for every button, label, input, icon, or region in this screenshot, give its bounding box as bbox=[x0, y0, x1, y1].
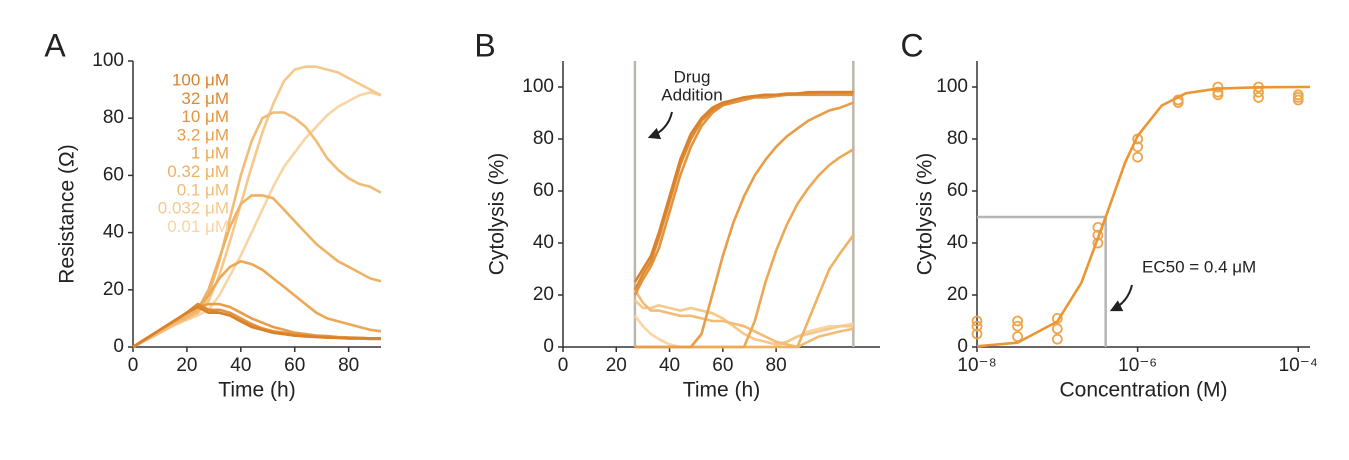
x-tick-label: 20 bbox=[606, 355, 627, 376]
series-line bbox=[132, 259, 382, 349]
y-tick-label: 20 bbox=[533, 284, 554, 305]
y-tick-label: 40 bbox=[533, 232, 554, 253]
data-point bbox=[1212, 81, 1224, 93]
y-tick-label: 20 bbox=[947, 284, 968, 305]
y-tick-label: 100 bbox=[936, 76, 968, 97]
data-point bbox=[1051, 323, 1063, 335]
y-axis-label: Cytolysis (%) bbox=[486, 153, 509, 276]
x-axis-label: Time (h) bbox=[218, 379, 295, 402]
data-point bbox=[1012, 331, 1023, 343]
data-point bbox=[1253, 92, 1264, 103]
legend-entry: 32 μM bbox=[181, 89, 229, 108]
y-tick-label: 0 bbox=[113, 336, 124, 357]
data-point bbox=[971, 320, 983, 332]
series-line bbox=[633, 289, 854, 349]
data-point bbox=[1012, 320, 1023, 332]
annotation: EC50 = 0.4 μM bbox=[1142, 257, 1256, 276]
annotation-arrow bbox=[1109, 284, 1133, 312]
series-line bbox=[633, 299, 854, 346]
x-tick-label: 0 bbox=[558, 355, 569, 376]
x-tick-label: 80 bbox=[766, 355, 787, 376]
x-tick-label: 60 bbox=[284, 355, 305, 376]
data-point bbox=[1292, 89, 1304, 101]
legend-entry: 10 μM bbox=[181, 107, 229, 126]
series-line bbox=[633, 90, 854, 283]
x-tick-label: 80 bbox=[338, 355, 359, 376]
panel-label: A bbox=[44, 27, 66, 63]
series-line bbox=[634, 101, 854, 349]
x-tick-label: 40 bbox=[230, 355, 251, 376]
y-tick-label: 0 bbox=[957, 336, 968, 357]
x-tick-label: 20 bbox=[176, 355, 197, 376]
legend-entry: 1 μM bbox=[191, 144, 229, 163]
x-tick-label: 40 bbox=[659, 355, 680, 376]
series-line bbox=[132, 305, 381, 349]
fit-curve bbox=[976, 85, 1310, 348]
legend-entry: 0.01 μM bbox=[167, 217, 229, 236]
y-axis-label: Cytolysis (%) bbox=[914, 153, 937, 276]
y-tick-label: 60 bbox=[947, 180, 968, 201]
y-tick-label: 80 bbox=[947, 128, 968, 149]
x-tick-label: 10⁻⁶ bbox=[1118, 355, 1157, 376]
y-tick-label: 40 bbox=[103, 222, 124, 243]
legend-entry: 0.032 μM bbox=[158, 199, 229, 218]
series-line bbox=[633, 93, 854, 296]
series-line bbox=[634, 148, 855, 349]
y-tick-label: 60 bbox=[103, 164, 124, 185]
y-tick-label: 80 bbox=[103, 107, 124, 128]
x-tick-label: 0 bbox=[128, 355, 139, 376]
y-tick-label: 40 bbox=[947, 232, 968, 253]
annotation-arrow bbox=[647, 111, 673, 140]
panel-label: B bbox=[474, 27, 495, 63]
legend-entry: 0.1 μM bbox=[177, 180, 229, 199]
x-axis-label: Concentration (M) bbox=[1059, 379, 1227, 402]
series-line bbox=[132, 111, 382, 349]
y-tick-label: 100 bbox=[92, 50, 124, 71]
x-tick-label: 60 bbox=[712, 355, 733, 376]
y-axis-label: Resistance (Ω) bbox=[56, 144, 79, 283]
legend-entry: 3.2 μM bbox=[177, 125, 229, 144]
x-tick-label: 10⁻⁴ bbox=[1279, 355, 1318, 376]
data-point bbox=[971, 315, 983, 327]
y-tick-label: 80 bbox=[533, 128, 554, 149]
panel-label: C bbox=[900, 27, 923, 63]
legend-entry: 0.32 μM bbox=[167, 162, 229, 181]
data-point bbox=[1051, 333, 1063, 345]
y-tick-label: 0 bbox=[543, 336, 554, 357]
x-axis-label: Time (h) bbox=[683, 379, 760, 402]
y-tick-label: 100 bbox=[522, 76, 554, 97]
data-point bbox=[1012, 315, 1023, 327]
y-tick-label: 60 bbox=[533, 180, 554, 201]
y-tick-label: 20 bbox=[103, 279, 124, 300]
x-tick-label: 10⁻⁸ bbox=[957, 355, 996, 376]
legend-entry: 100 μM bbox=[172, 70, 229, 89]
annotation: Addition bbox=[661, 85, 722, 104]
data-point bbox=[1132, 151, 1144, 163]
series-line bbox=[132, 194, 382, 349]
annotation: Drug bbox=[674, 67, 711, 86]
data-point bbox=[971, 328, 983, 340]
